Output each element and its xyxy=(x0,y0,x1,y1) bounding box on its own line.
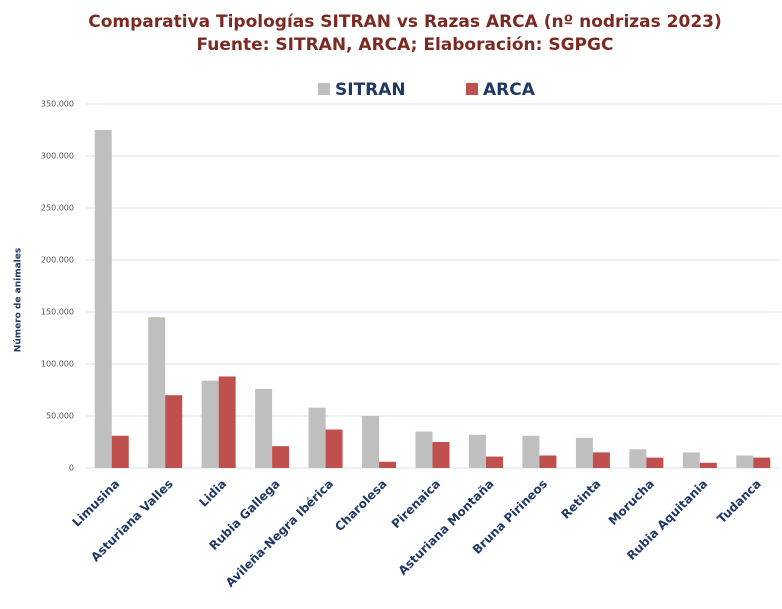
legend-swatch xyxy=(318,83,330,95)
y-tick-label: 50.000 xyxy=(46,412,74,421)
y-tick-label: 100.000 xyxy=(41,360,74,369)
y-tick-label: 200.000 xyxy=(41,256,74,265)
bar xyxy=(94,130,112,468)
bar xyxy=(539,455,557,468)
bar xyxy=(753,457,771,468)
x-tick-label: Pirenaica xyxy=(389,477,443,531)
y-tick-label: 0 xyxy=(69,464,74,473)
bar xyxy=(432,442,450,468)
x-tick-label: Lidia xyxy=(196,477,229,510)
x-tick-label: Tudanca xyxy=(714,477,763,526)
y-axis-label: Número de animales xyxy=(14,248,24,352)
legend-label: SITRAN xyxy=(335,80,406,100)
x-tick-label: Limusina xyxy=(70,477,123,530)
y-tick-label: 250.000 xyxy=(41,204,74,213)
y-tick-label: 300.000 xyxy=(41,152,74,161)
bar xyxy=(362,416,380,468)
x-tick-label: Charolesa xyxy=(332,477,389,534)
y-tick-label: 150.000 xyxy=(41,308,74,317)
bar xyxy=(325,429,343,468)
bar xyxy=(646,457,664,468)
y-tick-label: 350.000 xyxy=(41,100,74,109)
bar xyxy=(629,449,647,468)
bar xyxy=(111,435,129,468)
x-tick-label: Morucha xyxy=(606,477,657,528)
x-tick-label: Retinta xyxy=(559,477,604,522)
bar xyxy=(699,462,717,468)
bar xyxy=(485,456,503,468)
chart-title: Comparativa Tipologías SITRAN vs Razas A… xyxy=(88,12,722,32)
chart-subtitle: Fuente: SITRAN, ARCA; Elaboración: SGPGC xyxy=(197,35,614,55)
bar xyxy=(272,446,290,468)
bar xyxy=(218,376,236,468)
bar xyxy=(415,431,433,468)
bar xyxy=(165,395,183,468)
bar xyxy=(736,455,754,468)
bar xyxy=(575,437,593,468)
legend-label: ARCA xyxy=(483,80,536,100)
bar xyxy=(522,435,540,468)
bar xyxy=(255,388,273,468)
x-tick-label: Asturiana Montaña xyxy=(396,477,497,578)
bar xyxy=(592,452,610,468)
bar xyxy=(468,434,486,468)
bar xyxy=(201,380,219,468)
x-tick-label: Avileña-Negra Ibérica xyxy=(223,477,336,590)
bar xyxy=(682,452,700,468)
legend-swatch xyxy=(466,83,478,95)
bar xyxy=(148,317,166,468)
bar xyxy=(379,461,397,468)
bar xyxy=(308,407,326,468)
